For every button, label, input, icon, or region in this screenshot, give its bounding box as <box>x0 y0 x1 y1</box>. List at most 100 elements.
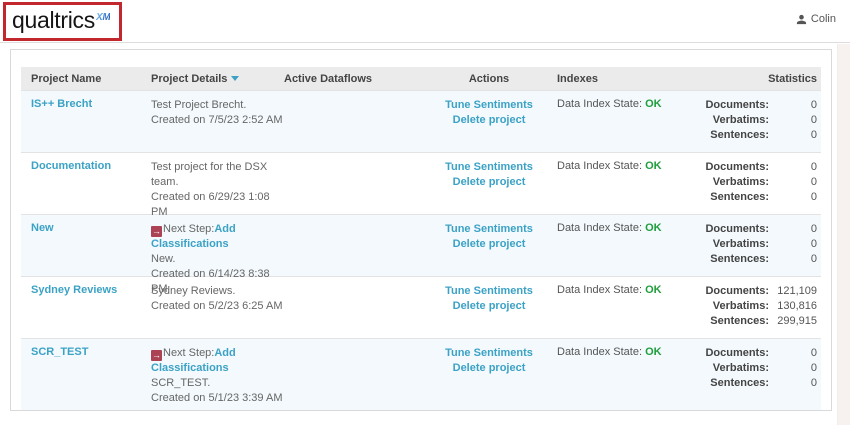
project-description: Sydney Reviews. <box>151 285 236 297</box>
next-step-arrow-icon: → <box>151 226 162 237</box>
table-row-scr-test: SCR_TEST → Next Step:Add Classifications … <box>21 338 821 410</box>
tune-sentiments-link[interactable]: Tune Sentiments <box>445 285 533 297</box>
stat-documents-value: 121,109 <box>777 285 817 297</box>
stat-documents-label: Documents: <box>705 285 769 297</box>
user-icon <box>796 14 807 25</box>
project-description: New. <box>151 253 176 265</box>
index-state-value: OK <box>645 284 662 296</box>
delete-project-link[interactable]: Delete project <box>452 238 526 250</box>
index-state-cell: Data Index State: OK <box>549 346 699 410</box>
index-state-label: Data Index State: <box>557 160 642 172</box>
stat-sentences-label: Sentences: <box>710 315 769 327</box>
stat-sentences-label: Sentences: <box>710 129 769 141</box>
logo-highlight-box: qualtricsXM <box>3 2 123 41</box>
next-step-arrow-icon: → <box>151 350 162 361</box>
index-state-cell: Data Index State: OK <box>549 222 699 297</box>
next-step-label: Next Step: <box>163 347 215 359</box>
table-row-documentation: Documentation Test project for the DSX t… <box>21 152 821 218</box>
stat-documents-value: 0 <box>810 347 817 359</box>
stat-verbatims-label: Verbatims: <box>712 238 769 250</box>
index-state-value: OK <box>645 98 662 110</box>
table-row-sydney-reviews: Sydney Reviews Sydney Reviews. Created o… <box>21 276 821 338</box>
stat-sentences-value: 0 <box>810 253 817 265</box>
index-state-value: OK <box>645 346 662 358</box>
projects-panel: Project Name Project Details Active Data… <box>10 49 832 411</box>
index-state-label: Data Index State: <box>557 284 642 296</box>
user-menu[interactable]: Colin <box>796 13 836 25</box>
statistics-cell: Documents: 121,109 Verbatims: 130,816 Sent… <box>699 284 821 338</box>
next-step-label: Next Step: <box>163 223 215 235</box>
stat-sentences-label: Sentences: <box>710 377 769 389</box>
statistics-cell: Documents: 0 Verbatims: 0 Sentences: 0 <box>699 160 821 220</box>
stat-verbatims-value: 0 <box>810 176 817 188</box>
table-row-is-brecht: IS++ Brecht Test Project Brecht. Created… <box>21 90 821 152</box>
statistics-cell: Documents: 0 Verbatims: 0 Sentences: 0 <box>699 98 821 152</box>
index-state-label: Data Index State: <box>557 346 642 358</box>
stat-documents-label: Documents: <box>705 223 769 235</box>
user-name: Colin <box>810 13 836 25</box>
top-bar: qualtricsXM Colin <box>0 0 850 43</box>
stat-documents-value: 0 <box>810 99 817 111</box>
tune-sentiments-link[interactable]: Tune Sentiments <box>445 99 533 111</box>
stat-sentences-label: Sentences: <box>710 253 769 265</box>
project-name-link[interactable]: IS++ Brecht <box>31 98 93 110</box>
next-step-line: → Next Step:Add Classifications <box>151 222 284 252</box>
add-classifications-link[interactable]: Add Classifications <box>151 347 236 374</box>
content-area: Project Name Project Details Active Data… <box>0 44 850 425</box>
col-header-project-details-label: Project Details <box>151 72 228 85</box>
qualtrics-logo[interactable]: qualtricsXM <box>12 7 111 33</box>
stat-sentences-value: 0 <box>810 191 817 203</box>
project-created-date: Created on 7/5/23 2:52 AM <box>151 114 283 126</box>
stat-documents-label: Documents: <box>705 347 769 359</box>
scrollbar-track[interactable] <box>837 44 850 425</box>
active-dataflows-cell <box>284 346 429 410</box>
delete-project-link[interactable]: Delete project <box>452 300 526 312</box>
tune-sentiments-link[interactable]: Tune Sentiments <box>445 161 533 173</box>
delete-project-link[interactable]: Delete project <box>452 362 526 374</box>
stat-documents-label: Documents: <box>705 161 769 173</box>
add-classifications-link[interactable]: Add Classifications <box>151 223 236 250</box>
index-state-label: Data Index State: <box>557 222 642 234</box>
project-created-date: Created on 6/14/23 8:38 PM <box>151 268 270 295</box>
stat-verbatims-label: Verbatims: <box>712 362 769 374</box>
project-name-link[interactable]: Documentation <box>31 160 112 172</box>
stat-sentences-value: 0 <box>810 377 817 389</box>
delete-project-link[interactable]: Delete project <box>452 176 526 188</box>
stat-sentences-value: 0 <box>810 129 817 141</box>
project-created-date: Created on 6/29/23 1:08 PM <box>151 191 270 218</box>
stat-sentences-label: Sentences: <box>710 191 769 203</box>
col-header-statistics: Statistics <box>768 72 817 85</box>
stat-documents-value: 0 <box>810 161 817 173</box>
project-created-date: Created on 5/1/23 3:39 AM <box>151 392 283 404</box>
project-description: Test project for the DSX team. <box>151 161 268 188</box>
stat-verbatims-label: Verbatims: <box>712 300 769 312</box>
project-name-link[interactable]: Sydney Reviews <box>31 284 118 296</box>
stat-sentences-value: 299,915 <box>777 315 817 327</box>
sort-desc-icon <box>231 75 240 81</box>
stat-verbatims-value: 0 <box>810 114 817 126</box>
project-description: SCR_TEST. <box>151 377 211 389</box>
stat-verbatims-value: 0 <box>810 362 817 374</box>
statistics-cell: Documents: 0 Verbatims: 0 Sentences: 0 <box>699 222 821 297</box>
project-name-link[interactable]: New <box>31 222 54 234</box>
stat-verbatims-value: 0 <box>810 238 817 250</box>
stat-documents-value: 0 <box>810 223 817 235</box>
project-created-date: Created on 5/2/23 6:25 AM <box>151 300 283 312</box>
project-name-link[interactable]: SCR_TEST <box>31 346 89 358</box>
tune-sentiments-link[interactable]: Tune Sentiments <box>445 223 533 235</box>
project-description: Test Project Brecht. <box>151 99 247 111</box>
stat-verbatims-label: Verbatims: <box>712 114 769 126</box>
index-state-cell: Data Index State: OK <box>549 284 699 338</box>
index-state-label: Data Index State: <box>557 98 642 110</box>
stat-verbatims-value: 130,816 <box>777 300 817 312</box>
logo-text: qualtrics <box>12 7 95 33</box>
delete-project-link[interactable]: Delete project <box>452 114 526 126</box>
statistics-cell: Documents: 0 Verbatims: 0 Sentences: 0 <box>699 346 821 410</box>
index-state-value: OK <box>645 222 662 234</box>
table-row-new: New → Next Step:Add Classifications New. … <box>21 214 821 295</box>
tune-sentiments-link[interactable]: Tune Sentiments <box>445 347 533 359</box>
active-dataflows-cell <box>284 284 429 338</box>
col-header-project-details[interactable]: Project Details <box>151 73 284 85</box>
col-header-active-dataflows: Active Dataflows <box>284 72 373 85</box>
next-step-line: → Next Step:Add Classifications <box>151 346 284 376</box>
